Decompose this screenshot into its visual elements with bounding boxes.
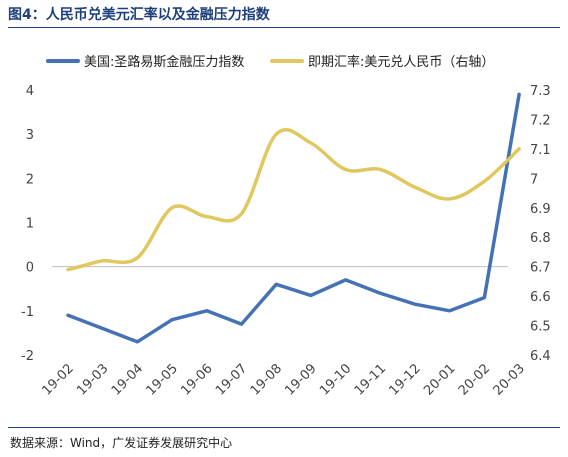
right-tick-label: 6.6 (530, 290, 551, 305)
source-note: 数据来源：Wind，广发证券发展研究中心 (10, 436, 233, 450)
right-tick-label: 6.9 (530, 202, 551, 217)
series-line-1 (66, 92, 521, 344)
right-axis: 7.3 7.2 7.1 7 6.9 6.8 6.7 6.6 6.5 6.4 (530, 84, 551, 364)
left-tick-label: -1 (21, 305, 34, 320)
x-tick-label: 19-03 (74, 361, 111, 398)
x-axis: 19-0219-0319-0419-0519-0619-0719-0819-09… (40, 361, 528, 398)
right-tick-label: 7.1 (530, 143, 551, 158)
legend-label-1: 美国:圣路易斯金融压力指数 (84, 54, 244, 70)
right-tick-label: 6.8 (530, 231, 551, 246)
left-tick-label: 4 (26, 84, 34, 99)
x-tick-label: 19-04 (109, 361, 146, 398)
source-rule (8, 427, 560, 428)
right-tick-label: 6.7 (530, 261, 551, 276)
x-tick-label: 19-06 (178, 361, 215, 398)
right-tick-label: 6.4 (530, 349, 551, 364)
left-tick-label: 1 (26, 217, 34, 232)
series-layer (66, 92, 521, 344)
x-tick-label: 19-05 (144, 361, 181, 398)
left-tick-label: 0 (26, 261, 34, 276)
title-rule (8, 27, 560, 28)
x-tick-label: 19-07 (213, 361, 250, 398)
left-axis: 4 3 2 1 0 -1 -2 (21, 84, 34, 364)
x-tick-label: 20-01 (421, 361, 458, 398)
right-tick-label: 6.5 (530, 320, 551, 335)
right-tick-label: 7.3 (530, 84, 551, 99)
figure-title: 图4：人民币兑美元汇率以及金融压力指数 (8, 7, 270, 23)
x-tick-label: 19-12 (387, 361, 424, 398)
x-tick-label: 20-02 (456, 361, 493, 398)
x-tick-label: 19-08 (248, 361, 285, 398)
x-tick-label: 19-10 (317, 361, 354, 398)
right-tick-label: 7.2 (530, 113, 551, 128)
x-tick-label: 19-02 (40, 361, 77, 398)
legend-label-2: 即期汇率:美元兑人民币（右轴） (308, 54, 494, 70)
x-tick-label: 20-03 (491, 361, 528, 398)
right-tick-label: 7 (530, 172, 538, 187)
series-line-2 (66, 128, 521, 272)
left-tick-label: 3 (26, 128, 34, 143)
left-tick-label: -2 (21, 349, 34, 364)
x-tick-label: 19-11 (352, 361, 389, 398)
legend: 美国:圣路易斯金融压力指数 即期汇率:美元兑人民币（右轴） (46, 54, 494, 70)
left-tick-label: 2 (26, 172, 34, 187)
x-tick-label: 19-09 (282, 361, 319, 398)
